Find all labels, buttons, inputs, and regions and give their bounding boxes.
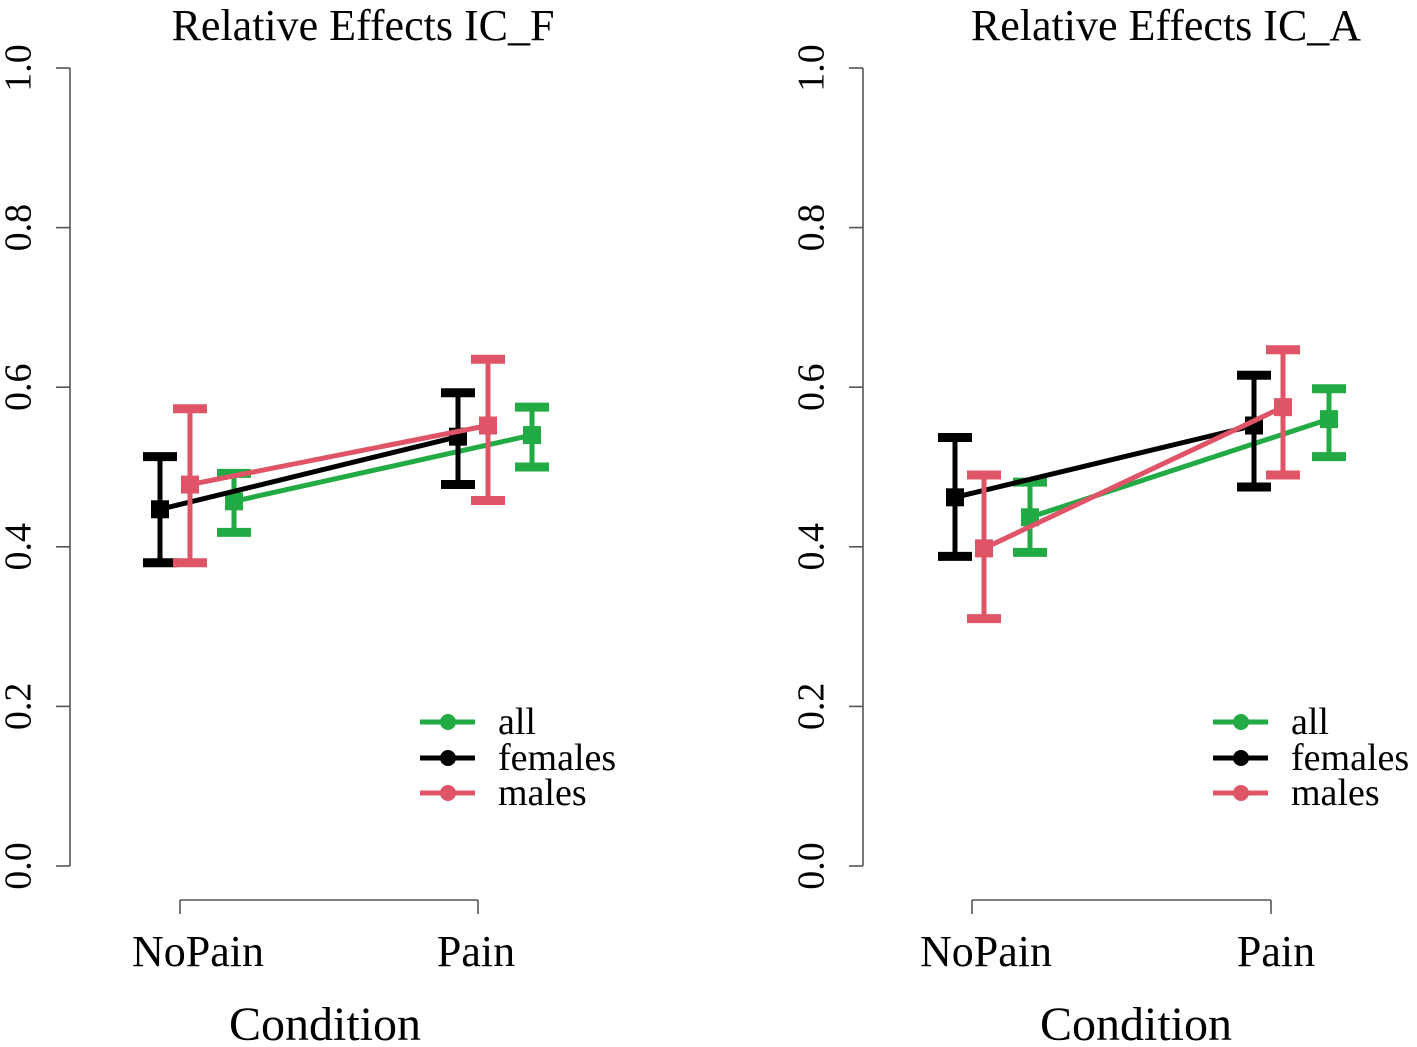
- legend-item-all: all: [1213, 701, 1329, 743]
- data-point: [523, 426, 541, 445]
- x-tick-label: Pain: [1237, 927, 1315, 976]
- legend-label: females: [1291, 737, 1409, 779]
- legend-item-all: all: [420, 701, 536, 743]
- legend-label: all: [498, 701, 536, 743]
- series-line: [231, 432, 535, 504]
- data-point: [975, 539, 993, 558]
- y-tick-label: 0.6: [791, 363, 833, 411]
- x-tick-label: Pain: [437, 927, 515, 976]
- data-point: [151, 500, 169, 519]
- y-axis: 0.0 0.2 0.4 0.6 0.8 1.0: [0, 44, 71, 890]
- y-tick-label: 0.0: [0, 842, 40, 890]
- x-tick-label: NoPain: [132, 927, 264, 976]
- chart-panel-ic-f: Relative Effects IC_F 0.0 0.2 0.4 0.6 0.8 1.0…: [0, 1, 616, 1047]
- y-tick-label: 0.4: [0, 523, 40, 571]
- series-females: [938, 370, 1271, 561]
- y-axis: 0.0 0.2 0.4 0.6 0.8 1.0: [791, 44, 864, 890]
- series-line: [157, 434, 461, 512]
- y-tick-label: 0.0: [791, 842, 833, 890]
- legend-label: males: [498, 772, 587, 814]
- series-line: [981, 404, 1286, 551]
- y-tick-label: 1.0: [0, 44, 40, 92]
- chart-title: Relative Effects IC_F: [172, 1, 555, 50]
- y-tick-label: 0.8: [791, 204, 833, 252]
- y-tick-label: 0.6: [0, 363, 40, 411]
- data-point: [479, 416, 497, 435]
- data-point: [225, 492, 243, 511]
- legend-label: females: [498, 737, 616, 779]
- chart-panel-ic-a: Relative Effects IC_A 0.0 0.2 0.4 0.6 0.8 1.0…: [791, 1, 1409, 1047]
- series-line: [952, 423, 1257, 500]
- data-point: [1320, 410, 1338, 429]
- y-tick-label: 0.2: [0, 683, 40, 731]
- legend-item-females: females: [420, 737, 616, 779]
- legend-item-males: males: [1213, 772, 1380, 814]
- series-females: [143, 388, 475, 568]
- y-tick-label: 0.4: [791, 523, 833, 571]
- legend-item-males: males: [420, 772, 587, 814]
- y-tick-label: 0.2: [791, 683, 833, 731]
- y-tick-label: 1.0: [791, 44, 833, 92]
- data-point: [181, 475, 199, 494]
- series-layer: [938, 345, 1346, 624]
- series-layer: [143, 354, 549, 568]
- data-point: [1274, 398, 1292, 417]
- x-axis-label: Condition: [229, 998, 421, 1047]
- data-point: [1021, 508, 1039, 527]
- chart-title: Relative Effects IC_A: [971, 1, 1361, 50]
- series-males: [967, 345, 1300, 624]
- series-line: [187, 423, 491, 488]
- data-point: [946, 488, 964, 507]
- x-axis: NoPain Pain: [920, 899, 1315, 976]
- series-males: [173, 354, 505, 568]
- x-axis-label: Condition: [1040, 998, 1232, 1047]
- legend-label: all: [1291, 701, 1329, 743]
- legend-item-females: females: [1213, 737, 1409, 779]
- x-axis: NoPain Pain: [132, 899, 515, 976]
- legend-label: males: [1291, 772, 1380, 814]
- x-tick-label: NoPain: [920, 927, 1052, 976]
- y-tick-label: 0.8: [0, 204, 40, 252]
